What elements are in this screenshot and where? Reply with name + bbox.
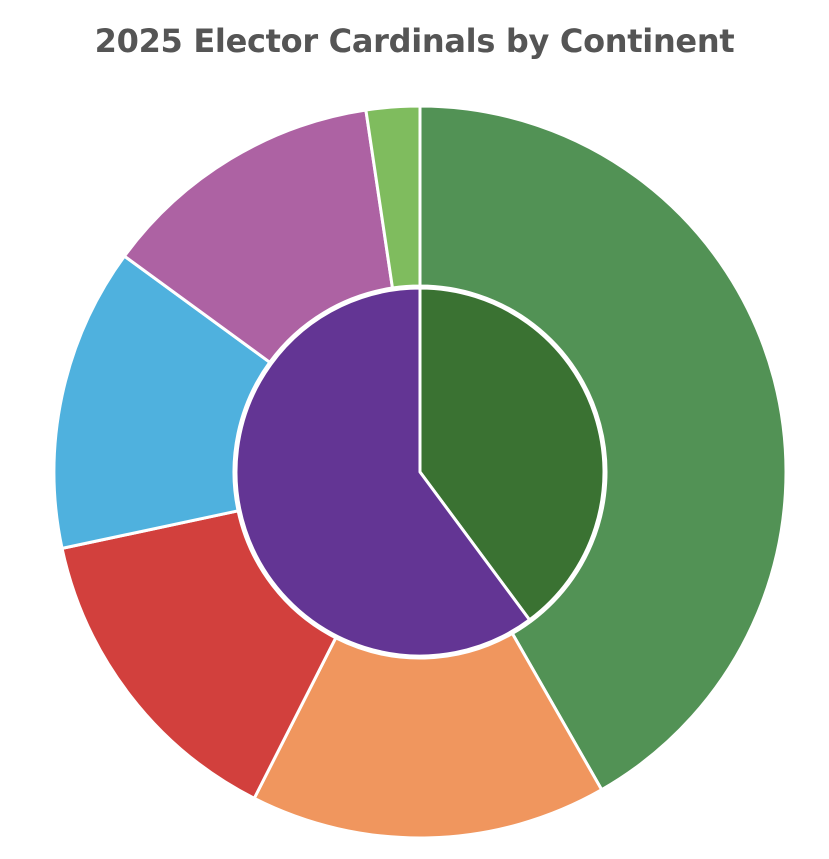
- outer-slice-3: [52, 254, 272, 550]
- chart-title: 2025 Elector Cardinals by Continent: [94, 22, 735, 60]
- inner-ring: [234, 286, 606, 658]
- inner-slice-0: [418, 286, 606, 622]
- outer-slice-2: [60, 509, 338, 800]
- outer-ring: [52, 104, 788, 840]
- outer-slice-5: [364, 104, 422, 290]
- outer-slice-0: [418, 104, 788, 792]
- inner-slice-1: [234, 286, 532, 658]
- outer-slice-1: [252, 631, 604, 840]
- outer-slice-4: [122, 108, 394, 364]
